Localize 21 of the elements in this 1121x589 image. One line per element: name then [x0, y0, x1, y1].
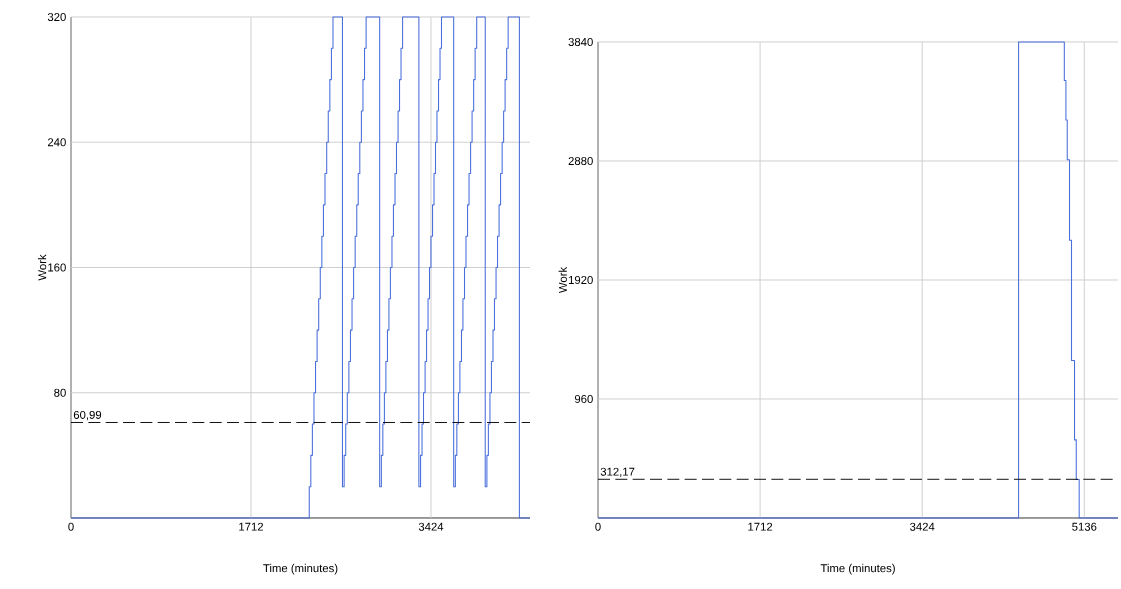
y-tick-label: 1920 — [568, 275, 593, 284]
ref-line-label: 312,17 — [600, 467, 635, 478]
y-axis-title: Work — [558, 266, 567, 294]
y-tick-label: 80 — [54, 388, 66, 397]
y-tick-label: 160 — [48, 263, 66, 272]
y-tick-label: 3840 — [568, 37, 593, 46]
y-axis-title: Work — [37, 254, 47, 281]
y-tick-label: 2880 — [568, 156, 593, 165]
x-axis-title: Time (minutes) — [263, 563, 338, 575]
x-tick-label: 3424 — [418, 522, 444, 531]
x-tick-label: 5136 — [1072, 522, 1097, 531]
x-tick-label: 0 — [68, 522, 74, 531]
x-axis-title: Time (minutes) — [820, 563, 895, 575]
x-tick-label: 0 — [595, 522, 601, 531]
y-tick-label: 960 — [574, 394, 593, 403]
ref-line-label: 60,99 — [73, 410, 102, 421]
y-tick-label: 320 — [47, 12, 66, 21]
x-tick-label: 1712 — [239, 522, 264, 531]
x-tick-label: 1712 — [748, 522, 773, 531]
y-tick-label: 240 — [47, 138, 66, 147]
x-tick-label: 3424 — [910, 522, 935, 531]
